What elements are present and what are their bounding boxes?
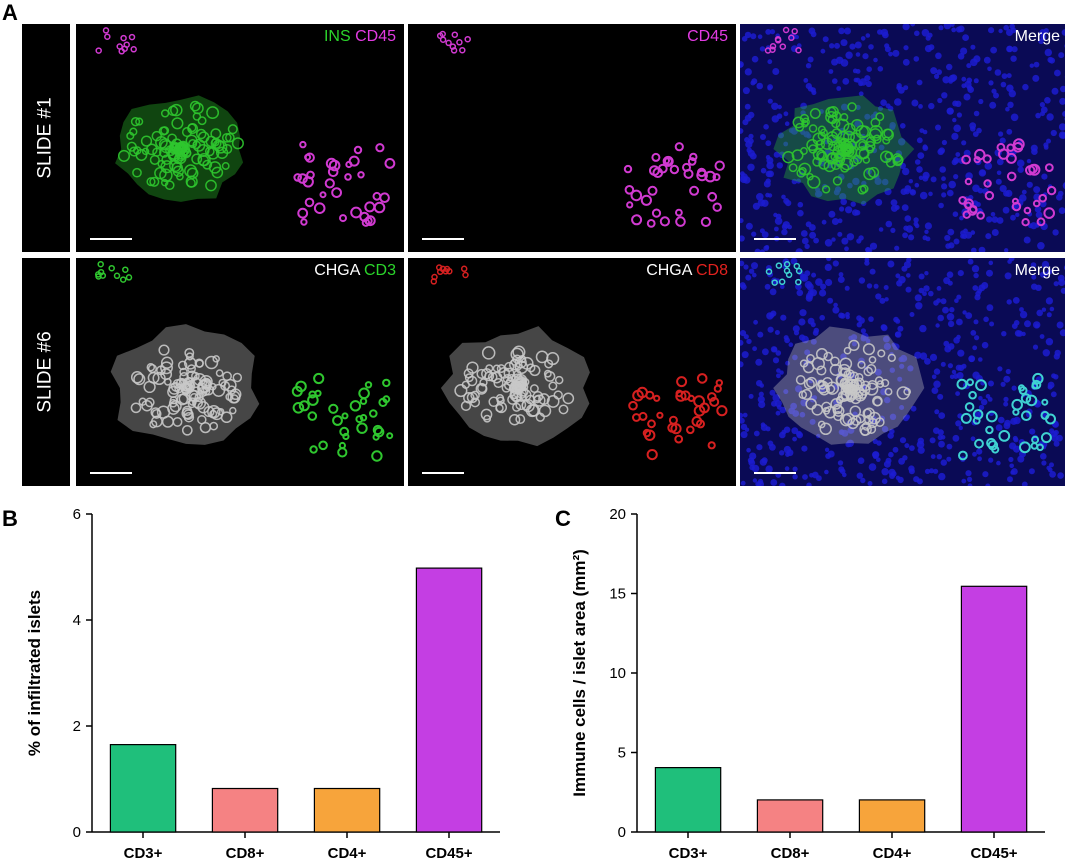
micro-caption-part: Merge [1014,262,1060,279]
micro-caption: CD45 [687,28,728,46]
y-tick-label: 0 [618,824,626,841]
scale-bar [422,472,464,474]
micro-caption-part: CD3 [363,262,396,279]
bar-chart-b: 0 2 4 6 CD3+ CD8+ CD4+ CD45+ % of infiltrated is… [25,506,500,862]
slide-label-row-2: SLIDE #6 [22,258,70,486]
bar-chart-c: 0 5 10 15 20 CD3+ CD8+ CD4+ CD45+ Immune cells / … [570,506,1045,862]
micro-caption-part: CD45 [355,28,396,45]
micro-image: CHGA CD3 [76,258,404,486]
micro-caption-part: Merge [1014,28,1060,45]
slide-label-text: SLIDE #6 [35,331,57,413]
micro-image: CD45 [408,24,736,252]
y-tick-label: 15 [609,586,626,603]
micro-image: CHGA CD8 [408,258,736,486]
micro-caption: INS CD45 [324,28,396,46]
micro-caption: Merge [1015,28,1060,46]
micro-caption-part: CHGA [314,262,360,279]
y-tick-label: 5 [618,745,626,762]
micro-caption: CHGA CD8 [646,262,728,280]
y-axis-label: Immune cells / islet area (mm²) [570,549,589,797]
y-tick-label: 4 [73,612,81,629]
bar-cd45-plus [415,567,483,833]
y-tick-label: 10 [609,665,626,682]
scale-bar [90,472,132,474]
x-tick-label: CD8+ [226,845,265,862]
micro-image: Merge [740,258,1065,486]
scale-bar [422,238,464,240]
x-tick-label: CD8+ [771,845,810,862]
micro-image: INS CD45 [76,24,404,252]
bar-cd8-plus [756,799,824,833]
slide-label-row-1: SLIDE #1 [22,24,70,252]
x-tick-label: CD3+ [669,845,708,862]
bar-cd4-plus [313,787,381,833]
scale-bar [754,472,796,474]
slide-label-text: SLIDE #1 [35,97,57,179]
panel-letter-c: C [555,506,571,531]
micro-caption-part: CD8 [695,262,728,279]
y-tick-label: 6 [73,506,81,523]
panel-letter-b: B [2,506,18,531]
x-tick-label: CD45+ [970,845,1017,862]
x-tick-label: CD45+ [425,845,472,862]
bar-cd3-plus [109,744,177,833]
bar-cd3-plus [654,767,722,833]
y-axis-label: % of infiltrated islets [25,590,44,756]
micro-caption-part: INS [323,28,351,45]
scale-bar [90,238,132,240]
y-tick-label: 20 [609,506,626,523]
micro-caption: Merge [1015,262,1060,280]
bar-cd8-plus [211,787,279,833]
scale-bar [754,238,796,240]
bar-cd45-plus [960,585,1028,833]
micro-caption-part: CHGA [646,262,692,279]
y-tick-label: 0 [73,824,81,841]
bar-cd4-plus [858,799,926,833]
micro-image: Merge [740,24,1065,252]
y-tick-label: 2 [73,718,81,735]
x-tick-label: CD4+ [873,845,912,862]
micro-caption: CHGA CD3 [314,262,396,280]
x-tick-label: CD3+ [124,845,163,862]
x-tick-label: CD4+ [328,845,367,862]
micro-caption-part: CD45 [687,28,728,45]
panel-letter-a: A [2,0,18,25]
